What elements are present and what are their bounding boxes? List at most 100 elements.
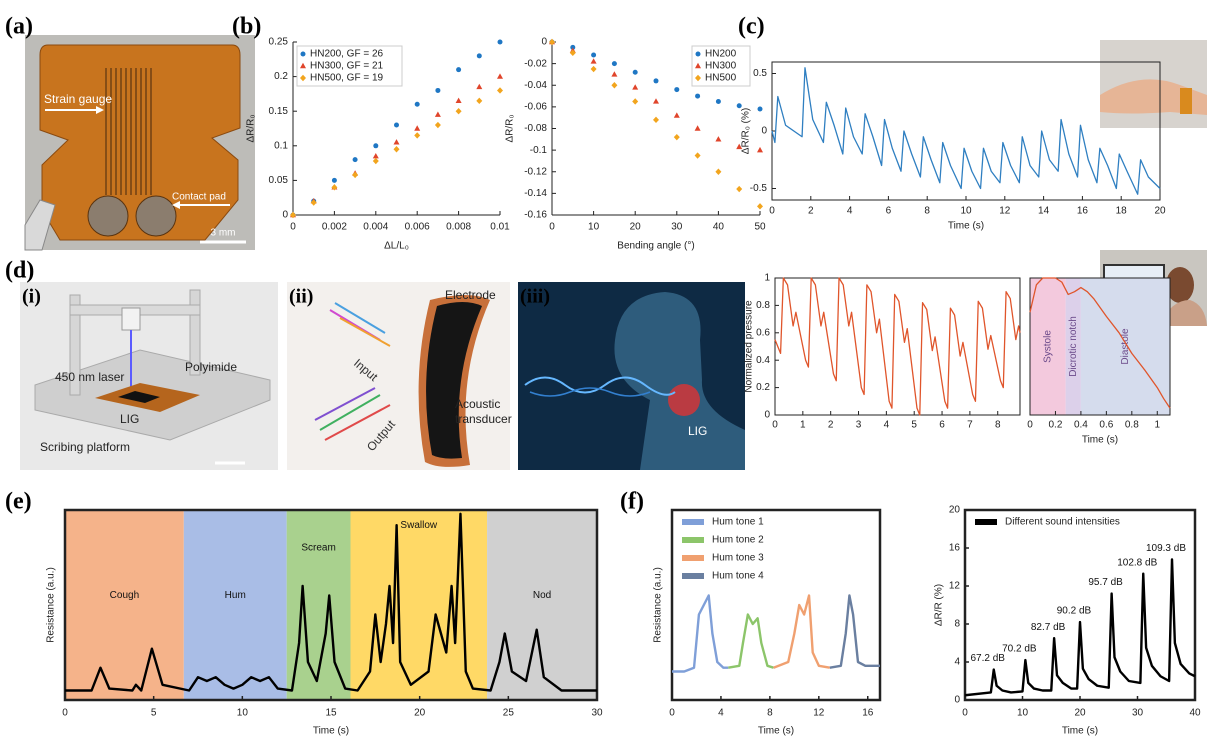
photo-label: 450 nm laser [55,370,124,384]
x-tick-label: 12 [813,708,825,719]
x-tick-label: 0 [962,708,968,719]
data-line [829,594,880,669]
point [674,87,680,93]
data-line [964,558,1196,697]
legend-label: HN300 [705,61,737,72]
lig [118,391,160,403]
annotation: 90.2 dB [1057,606,1092,617]
point [310,199,317,206]
y-tick-label: 0.1 [274,140,288,151]
point [757,146,763,153]
panel-label: (c) [738,14,765,40]
point [434,121,441,129]
point [497,87,503,94]
point [591,52,597,58]
point [394,122,399,128]
x-tick-label: 7 [967,420,973,431]
legend-label: Different sound intensities [1005,517,1120,528]
y-tick-label: -0.14 [524,188,547,199]
x-tick-label: 8 [924,206,930,217]
x-tick-label: 4 [718,708,724,719]
x-tick-label: 12 [999,206,1011,217]
y-tick-label: -0.06 [524,102,547,113]
point [757,203,763,210]
x-tick-label: 10 [237,708,249,719]
region [65,510,184,700]
y-axis-label: ΔR/R₀ [505,114,516,142]
x-axis-label: Bending angle (°) [617,241,694,252]
y-tick-label: -0.12 [524,166,547,177]
y-tick-label: 0 [541,37,547,48]
point [476,83,483,90]
point [694,125,701,131]
point [414,132,421,139]
y-tick-label: -0.5 [750,183,768,194]
point [497,39,503,45]
head [614,292,745,470]
chart: 0 4 8 12 16 Time (s) Resistance (a.u.) Hum tone… [653,508,882,737]
x-axis-label: Time (s) [948,221,984,232]
y-tick-label: 0.6 [756,327,770,338]
point [736,143,743,150]
point [632,84,639,90]
photo-label: Acoustic [455,397,500,411]
tweezer [24,199,56,251]
x-tick-label: 0.004 [363,222,388,233]
gantry [69,294,81,396]
y-tick-label: -0.08 [524,123,547,134]
person [1166,267,1194,303]
x-tick-label: 4 [847,206,853,217]
x-tick-label: 8 [995,420,1001,431]
y-tick-label: 0.5 [753,68,767,79]
region-label: Hum [225,590,246,601]
region-label: Scream [301,543,335,554]
photo-c [1100,40,1207,128]
x-tick-label: 0 [549,222,555,233]
point [757,106,763,112]
annotation: 109.3 dB [1146,543,1186,554]
panel-label: (i) [22,286,41,308]
x-tick-label: 6 [939,420,945,431]
chart: 0 1 2 3 4 5 6 7 8 0 0.2 0.4 0.6 0.8 1 Normalized pressu… [744,273,1021,431]
point [352,157,358,163]
photo-d-ii: Input Electrode Output Acoustic transduc… [287,282,512,470]
x-tick-label: 0.8 [1125,420,1139,431]
point [570,44,576,50]
x-tick-label: 18 [1116,206,1128,217]
y-tick-label: 8 [954,619,960,630]
region [183,510,287,700]
point [300,74,306,82]
point [695,62,701,69]
point [590,65,597,73]
point [611,71,618,77]
point [673,112,680,118]
point [476,97,483,105]
data-line [1029,277,1171,409]
point [435,87,441,93]
region-label: Systole [1042,330,1053,363]
y-axis-label: ΔR/R₀ (%) [741,108,752,154]
point [632,69,638,75]
point [331,177,337,183]
point [653,98,659,104]
data-line [774,277,1021,416]
y-tick-label: -0.02 [524,58,547,69]
x-tick-label: 10 [1017,708,1029,719]
plot-frame [670,508,882,702]
x-tick-label: 0.002 [322,222,347,233]
x-tick-label: 16 [862,708,874,719]
wave [529,387,651,397]
plot-frame [774,277,1021,416]
x-tick-label: 10 [588,222,600,233]
y-axis-label: Resistance (a.u.) [653,567,664,643]
x-tick-label: 20 [414,708,426,719]
x-tick-label: 1 [1154,420,1160,431]
panel-label: (iii) [520,286,550,308]
x-tick-label: 0.01 [490,222,510,233]
chart: 0 10 20 30 40 0 4 8 12 16 20 Time (s) ΔR/R (%) Differ… [934,505,1201,737]
legend-label: HN200 [705,49,737,60]
point [736,103,742,109]
y-tick-label: 0.25 [269,37,289,48]
region-label: Diastole [1120,328,1131,365]
